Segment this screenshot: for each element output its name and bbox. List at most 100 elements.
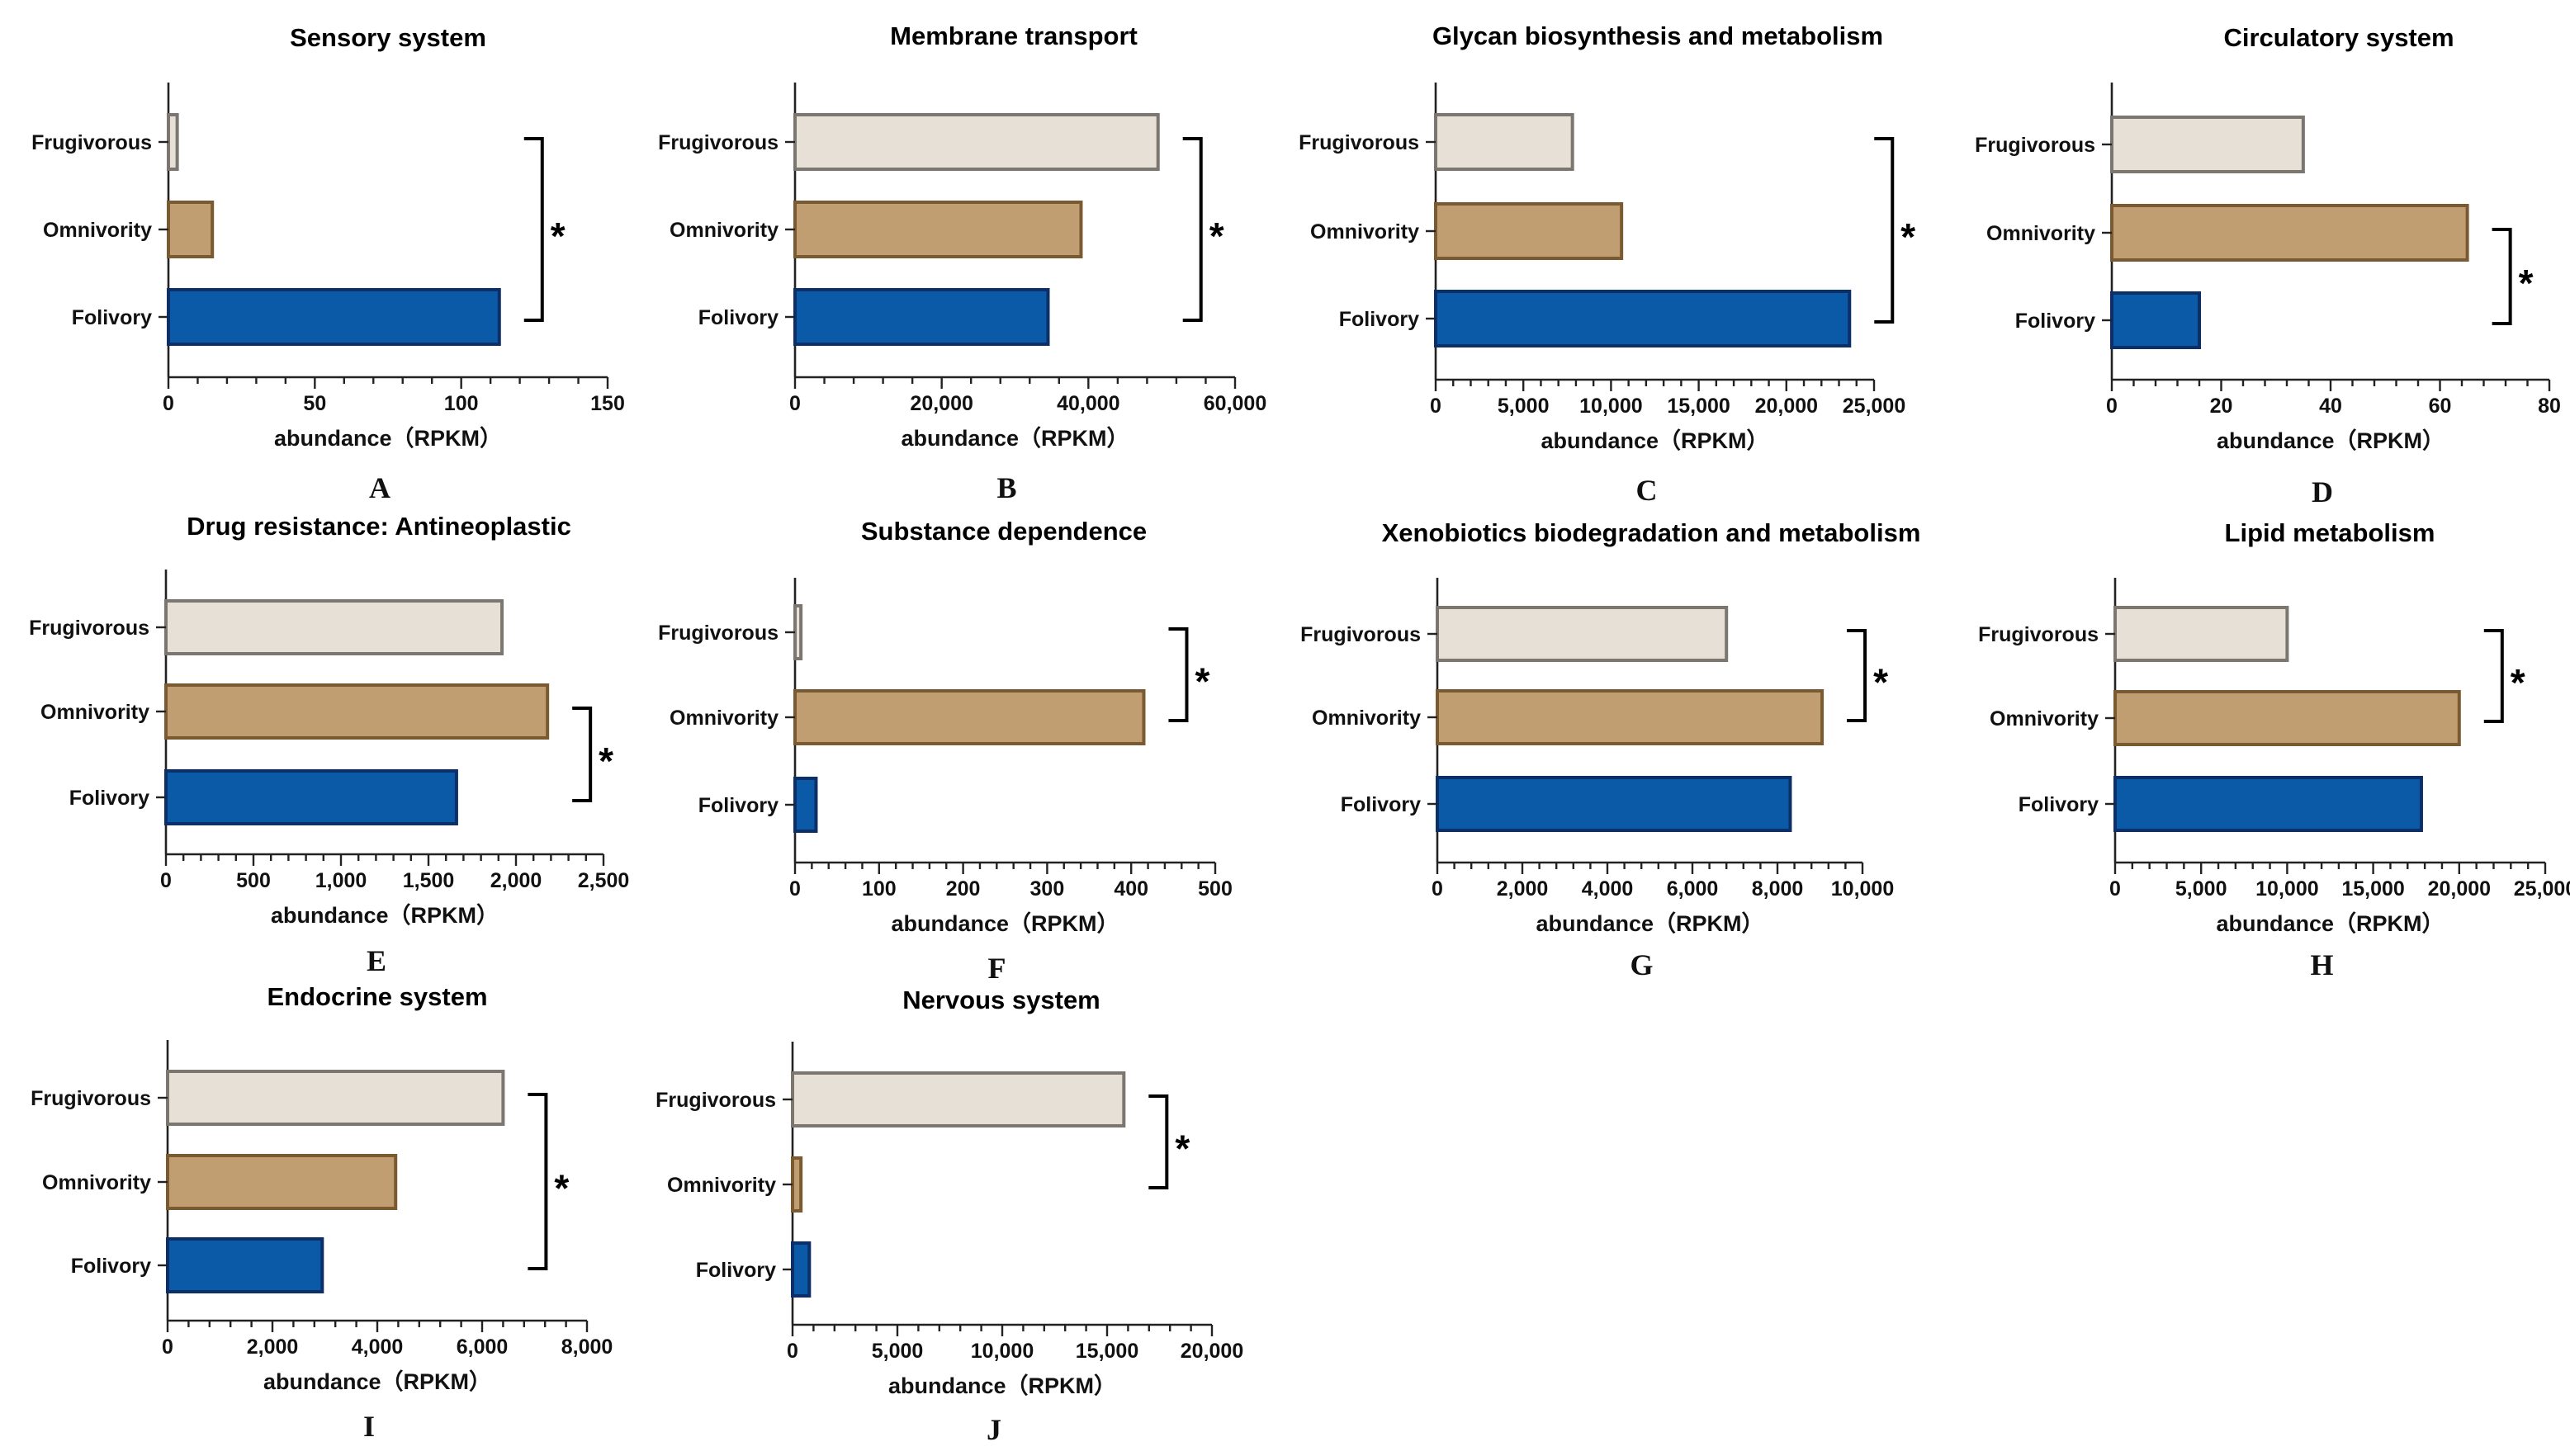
x-tick-label: 1,000 — [315, 869, 367, 892]
panel-A: Sensory system 0 50 100 150 abundance（RPKM） A F… — [31, 23, 625, 504]
significance-bracket — [1168, 627, 1189, 722]
bar-folivory — [793, 288, 1050, 346]
x-tick-label: 5,000 — [2175, 877, 2227, 901]
category-label-frugivorous: Frugivorous — [1300, 623, 1421, 646]
significance-bracket — [1182, 137, 1203, 322]
category-label-folivory: Folivory — [71, 1255, 151, 1278]
panel-D: Circulatory system 0 20 40 60 80 abundance（RPK… — [1975, 23, 2561, 508]
x-tick-label: 40,000 — [1057, 392, 1119, 415]
x-tick-label: 0 — [163, 392, 174, 415]
x-tick-label: 10,000 — [1831, 877, 1894, 901]
category-label-frugivorous: Frugivorous — [31, 131, 152, 154]
category-label-frugivorous: Frugivorous — [1299, 131, 1419, 154]
x-tick-label: 500 — [1198, 877, 1233, 901]
category-label-frugivorous: Frugivorous — [31, 1087, 151, 1110]
x-tick-label: 60,000 — [1204, 392, 1266, 415]
x-tick-label: 8,000 — [561, 1335, 613, 1359]
panel-J: Nervous system 0 5,000 10,000 15,000 20,000 ab… — [656, 986, 1243, 1446]
x-tick-label: 20 — [2210, 395, 2233, 418]
bar-frugivorous — [166, 1070, 505, 1126]
bar-frugivorous — [1434, 113, 1574, 171]
panel-title: Xenobiotics biodegradation and metabolis… — [1382, 518, 1921, 547]
x-tick-label: 0 — [1430, 395, 1441, 418]
x-axis-title: abundance（RPKM） — [2217, 428, 2445, 453]
bar-omnivority — [793, 689, 1146, 745]
x-tick-label: 15,000 — [1076, 1340, 1138, 1363]
panel-title: Drug resistance: Antineoplastic — [187, 512, 571, 541]
bar-omnivority — [2113, 690, 2461, 746]
x-tick-label: 2,000 — [247, 1335, 299, 1359]
bar-frugivorous — [2113, 606, 2289, 662]
x-tick-label: 20,000 — [1755, 395, 1818, 418]
x-tick-label: 2,000 — [490, 869, 542, 892]
category-label-omnivority: Omnivority — [43, 219, 152, 242]
panel-letter: J — [987, 1413, 1001, 1446]
x-axis-title: abundance（RPKM） — [263, 1369, 491, 1394]
panel-letter: B — [996, 471, 1016, 504]
x-tick-label: 0 — [162, 1335, 173, 1359]
panel-B: Membrane transport 0 20,000 40,000 60,000 abu… — [658, 21, 1266, 504]
x-tick-label: 300 — [1030, 877, 1065, 901]
x-tick-label: 10,000 — [1579, 395, 1642, 418]
x-tick-label: 50 — [303, 392, 326, 415]
x-axis-title: abundance（RPKM） — [1541, 428, 1768, 453]
significance-bracket — [528, 1093, 548, 1270]
significance-bracket — [1148, 1094, 1169, 1189]
panel-F: Substance dependence 0 100 200 300 400 500 abun… — [658, 517, 1233, 985]
category-label-folivory: Folivory — [2019, 793, 2099, 816]
category-label-omnivority: Omnivority — [1310, 220, 1419, 243]
panel-letter: E — [367, 944, 386, 977]
bar-frugivorous — [1436, 606, 1729, 662]
bar-omnivority — [793, 201, 1083, 258]
bar-omnivority — [1434, 202, 1624, 260]
x-tick-label: 400 — [1114, 877, 1148, 901]
bar-folivory — [791, 1241, 812, 1298]
category-label-folivory: Folivory — [2015, 310, 2095, 333]
category-label-frugivorous: Frugivorous — [1978, 623, 2099, 646]
category-label-frugivorous: Frugivorous — [658, 622, 779, 645]
bar-frugivorous — [2110, 116, 2305, 173]
x-tick-label: 25,000 — [2514, 877, 2570, 901]
x-axis-title: abundance（RPKM） — [2216, 911, 2444, 936]
category-label-folivory: Folivory — [69, 787, 149, 810]
x-tick-label: 2,500 — [578, 869, 630, 892]
x-tick-label: 6,000 — [457, 1335, 509, 1359]
bar-frugivorous — [791, 1071, 1126, 1127]
panel-letter: F — [988, 952, 1006, 985]
category-label-omnivority: Omnivority — [40, 701, 149, 724]
x-tick-label: 20,000 — [2428, 877, 2491, 901]
category-label-omnivority: Omnivority — [667, 1174, 776, 1197]
bar-omnivority — [2110, 204, 2469, 262]
panel-E: Drug resistance: Antineoplastic 0 500 1,000… — [29, 512, 629, 977]
significance-bracket — [2483, 629, 2504, 723]
panel-letter: I — [363, 1410, 375, 1443]
category-label-frugivorous: Frugivorous — [29, 617, 149, 640]
bar-omnivority — [791, 1156, 803, 1213]
category-label-folivory: Folivory — [1339, 308, 1419, 331]
x-tick-label: 0 — [1432, 877, 1443, 901]
panel-letter: C — [1636, 474, 1658, 507]
x-tick-label: 25,000 — [1843, 395, 1905, 418]
bar-folivory — [1434, 290, 1852, 347]
category-label-omnivority: Omnivority — [1986, 222, 2095, 245]
x-tick-label: 8,000 — [1752, 877, 1804, 901]
x-tick-label: 20,000 — [1181, 1340, 1243, 1363]
bar-folivory — [2110, 291, 2201, 349]
category-label-folivory: Folivory — [696, 1259, 776, 1282]
panel-I: Endocrine system 0 2,000 4,000 6,000 8,000 abu… — [31, 982, 613, 1443]
x-tick-label: 0 — [160, 869, 172, 892]
significance-star: * — [2511, 661, 2525, 704]
panel-title: Membrane transport — [890, 21, 1138, 50]
x-tick-label: 0 — [2109, 877, 2121, 901]
panel-title: Endocrine system — [267, 982, 487, 1011]
significance-star: * — [551, 215, 566, 258]
category-label-omnivority: Omnivority — [1990, 707, 2099, 730]
bar-folivory — [167, 288, 501, 346]
significance-bracket — [1847, 629, 1867, 722]
panel-letter: A — [369, 471, 390, 504]
x-tick-label: 100 — [862, 877, 897, 901]
significance-star: * — [1873, 661, 1888, 704]
x-tick-label: 5,000 — [872, 1340, 924, 1363]
x-tick-label: 2,000 — [1497, 877, 1549, 901]
x-tick-label: 200 — [946, 877, 981, 901]
